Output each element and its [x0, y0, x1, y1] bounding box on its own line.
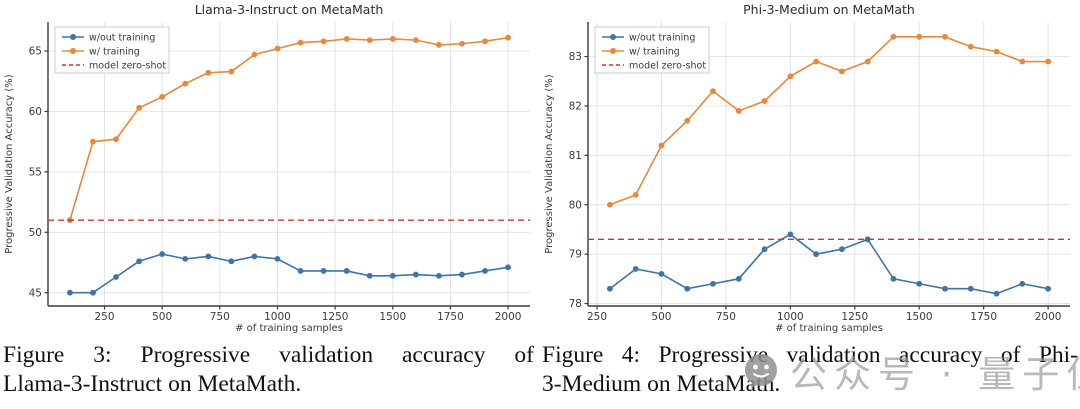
phi-3-medium-chart: 250 500 750 1000 1250 1500 1750 2000 78 79 80 81 82 8…: [544, 2, 1070, 334]
svg-text:55: 55: [29, 166, 42, 178]
svg-text:500: 500: [651, 311, 671, 323]
legend: w/out training w/ training model zero-shot: [54, 26, 170, 74]
svg-text:1500: 1500: [906, 311, 933, 323]
caption-line-1: Figure 4: Progressive validation accurac…: [542, 342, 1078, 368]
gridlines: [48, 22, 530, 306]
legend-label: w/ training: [89, 46, 140, 57]
y-axis-label: Progressive Validation Accuracy (%): [544, 74, 555, 253]
legend-label: model zero-shot: [89, 60, 166, 71]
figure-3-panel: 250 500 750 1000 1250 1500 1750 2000 45 50 55 60 65 L…: [3, 2, 534, 399]
svg-text:79: 79: [569, 249, 582, 261]
svg-text:82: 82: [569, 101, 582, 113]
legend-label: w/ training: [629, 46, 680, 57]
caption-line-2: Llama-3-Instruct on MetaMath.: [3, 371, 302, 397]
svg-text:750: 750: [716, 311, 736, 323]
svg-text:81: 81: [569, 150, 582, 162]
series-w-out-training: [67, 251, 511, 296]
chart-title: Llama-3-Instruct on MetaMath: [195, 2, 384, 17]
svg-text:1250: 1250: [322, 311, 349, 323]
legend: w/out training w/ training model zero-shot: [594, 26, 710, 74]
svg-text:1000: 1000: [777, 311, 804, 323]
svg-text:2000: 2000: [495, 311, 522, 323]
chart-title: Phi-3-Medium on MetaMath: [743, 2, 915, 17]
svg-text:250: 250: [587, 311, 607, 323]
caption-line-1: Figure 3: Progressive validation accurac…: [3, 342, 534, 368]
svg-text:60: 60: [29, 106, 42, 118]
svg-text:1000: 1000: [264, 311, 291, 323]
axes-spines: [587, 22, 1070, 307]
axes-spines: [47, 22, 530, 307]
svg-text:500: 500: [152, 311, 172, 323]
svg-text:1250: 1250: [841, 311, 868, 323]
x-axis-label: # of training samples: [235, 323, 343, 334]
tick-labels: 250 500 750 1000 1250 1500 1750 2000 78 79 80 81 82 8…: [569, 51, 1062, 323]
series-w-training: [607, 33, 1051, 208]
caption-line-2: 3-Medium on MetaMath.: [542, 371, 781, 397]
svg-text:750: 750: [210, 311, 230, 323]
svg-text:2000: 2000: [1035, 311, 1062, 323]
svg-text:250: 250: [94, 311, 114, 323]
legend-label: w/out training: [629, 32, 695, 43]
y-axis-label: Progressive Validation Accuracy (%): [4, 74, 15, 253]
llama-3-instruct-chart: 250 500 750 1000 1250 1500 1750 2000 45 50 55 60 65 L…: [4, 2, 530, 334]
figure-4-panel: 250 500 750 1000 1250 1500 1750 2000 78 79 80 81 82 8…: [540, 0, 1080, 409]
svg-text:83: 83: [569, 51, 582, 63]
svg-text:65: 65: [29, 46, 42, 58]
svg-text:50: 50: [29, 227, 42, 239]
legend-label: model zero-shot: [629, 60, 706, 71]
svg-text:45: 45: [29, 287, 42, 299]
series-w-training: [67, 34, 511, 224]
legend-label: w/out training: [89, 32, 155, 43]
svg-text:78: 78: [569, 298, 582, 310]
svg-text:80: 80: [569, 199, 582, 211]
series-w-out-training: [607, 231, 1051, 297]
tick-labels: 250 500 750 1000 1250 1500 1750 2000 45 50 55 60 65: [29, 46, 522, 323]
svg-text:1750: 1750: [437, 311, 464, 323]
svg-text:1500: 1500: [379, 311, 406, 323]
figure-4-caption: Figure 4: Progressive validation accurac…: [542, 341, 1078, 399]
figure-3-caption: Figure 3: Progressive validation accurac…: [3, 341, 534, 399]
x-axis-label: # of training samples: [775, 323, 883, 334]
svg-text:1750: 1750: [970, 311, 997, 323]
